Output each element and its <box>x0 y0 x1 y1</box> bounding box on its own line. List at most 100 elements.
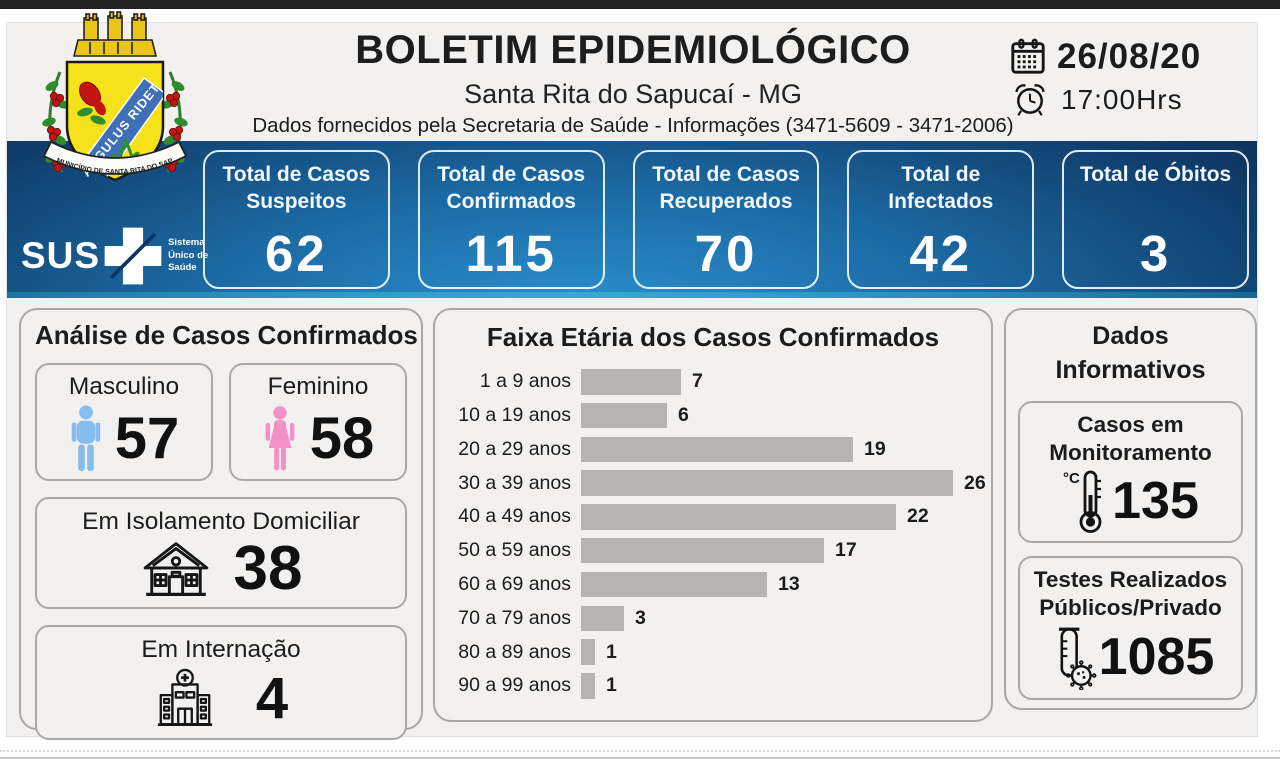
calendar-icon <box>1009 38 1047 76</box>
chart-bar <box>581 605 624 632</box>
chart-value-label: 3 <box>635 606 646 629</box>
female-body: 58 <box>262 405 375 473</box>
sus-logo-subtitle: Sistema Único de Saúde <box>168 237 209 274</box>
chart-bar-track: 7 <box>581 369 975 395</box>
male-label: Masculino <box>68 373 180 400</box>
report-date: 26/08/20 <box>1057 37 1202 76</box>
female-label: Feminino <box>267 373 369 400</box>
tests-label: Testes Realizados Públicos/Privado <box>1033 566 1228 620</box>
report-time: 17:00Hrs <box>1061 84 1183 115</box>
chart-bar-track: 1 <box>581 639 975 665</box>
informative-title: Dados Informativos <box>1055 322 1206 384</box>
chart-value-label: 22 <box>907 505 929 528</box>
chart-bar-track: 19 <box>581 436 975 463</box>
chart-bar <box>581 537 824 564</box>
chart-category-label: 60 a 69 anos <box>458 573 571 596</box>
chart-category-label: 50 a 59 anos <box>458 539 571 562</box>
chart-value-label: 1 <box>606 674 617 697</box>
hospital-icon <box>154 668 216 730</box>
chart-value-label: 1 <box>606 640 617 663</box>
chart-bar-track: 3 <box>581 605 975 632</box>
chart-bar <box>581 402 667 429</box>
bottom-border <box>0 757 1280 759</box>
stat-value: 3 <box>1139 225 1172 282</box>
isolation-body: 38 <box>140 537 302 601</box>
female-icon <box>262 405 298 473</box>
chart-category-label: 1 a 9 anos <box>479 370 571 393</box>
chart-row: 80 a 89 anos 1 <box>451 639 975 665</box>
house-icon <box>140 537 212 601</box>
chart-row: 50 a 59 anos 17 <box>451 537 975 564</box>
test-tube-icon <box>1047 624 1097 690</box>
chart-category-label: 40 a 49 anos <box>458 505 571 528</box>
top-border <box>0 0 1280 9</box>
chart-value-label: 19 <box>864 437 886 460</box>
gender-row: Masculino <box>35 363 407 481</box>
chart-bar <box>581 673 595 699</box>
sus-logo-text: SUS <box>21 235 101 276</box>
summary-stat-card: Total de Casos Recuperados 70 <box>632 150 820 289</box>
alarm-clock-icon <box>1012 82 1048 118</box>
summary-stat-card: Total de Casos Confirmados 115 <box>417 150 605 289</box>
sus-logo: SUS Sistema Único de Saúde <box>21 224 218 288</box>
main-content: Análise de Casos Confirmados Masculino <box>7 298 1257 740</box>
chart-row: 40 a 49 anos 22 <box>451 504 975 530</box>
male-body: 57 <box>69 405 179 473</box>
monitoring-body: °C 135 <box>1062 469 1199 533</box>
female-card: Feminino <box>229 363 407 481</box>
chart-bar <box>581 504 896 530</box>
stat-label: Total de Infectados <box>888 163 994 214</box>
datetime-block: 26/08/20 17:00Hrs <box>1009 37 1247 118</box>
thermometer-unit: °C <box>1063 470 1080 487</box>
summary-stat-card: Total de Casos Suspeitos 62 <box>203 150 390 289</box>
stat-label: Total de Óbitos <box>1079 163 1232 186</box>
monitoring-value: 135 <box>1112 471 1199 530</box>
chart-value-label: 13 <box>778 573 800 596</box>
coat-ribbon <box>42 140 188 175</box>
chart-value-label: 7 <box>692 370 703 393</box>
chart-row: 70 a 79 anos 3 <box>451 605 975 632</box>
chart-bar-track: 1 <box>581 673 975 699</box>
monitoring-label: Casos em Monitoramento <box>1049 411 1212 465</box>
monitoring-card: Casos em Monitoramento °C <box>1018 400 1243 543</box>
chart-rows: 1 a 9 anos 7 10 a 19 anos 6 20 a 29 anos… <box>451 369 986 699</box>
chart-bar-track: 22 <box>581 504 975 530</box>
summary-banner: SUS Sistema Único de Saúde Total de Caso… <box>7 141 1257 298</box>
chart-category-label: 10 a 19 anos <box>458 404 571 427</box>
hospitalization-body: 4 <box>154 668 288 730</box>
chart-category-label: 20 a 29 anos <box>458 437 571 460</box>
chart-category-label: 30 a 39 anos <box>458 471 571 494</box>
chart-category-label: 80 a 89 anos <box>458 640 571 663</box>
isolation-card: Em Isolamento Domiciliar <box>35 496 407 610</box>
chart-category-label: 70 a 79 anos <box>458 606 571 629</box>
summary-stat-card: Total de Infectados 42 <box>847 150 1035 289</box>
mural-crown <box>72 11 158 57</box>
bottom-dotted-line <box>0 750 1280 752</box>
chart-bar-track: 6 <box>581 402 975 429</box>
chart-value-label: 17 <box>835 539 857 562</box>
chart-value-label: 6 <box>678 404 689 427</box>
isolation-label: Em Isolamento Domiciliar <box>82 507 360 535</box>
page-title: BOLETIM EPIDEMIOLÓGICO <box>355 28 911 72</box>
city-subtitle: Santa Rita do Sapucaí - MG <box>464 79 802 109</box>
chart-bar <box>581 436 853 463</box>
header-center: BOLETIM EPIDEMIOLÓGICO Santa Rita do Sap… <box>203 29 1063 138</box>
info-line: Dados fornecidos pela Secretaria de Saúd… <box>252 114 1014 137</box>
stat-value: 42 <box>909 225 973 282</box>
female-value: 58 <box>309 405 375 471</box>
chart-bar <box>581 470 953 496</box>
stat-value: 70 <box>694 225 758 282</box>
stat-value: 115 <box>465 225 557 282</box>
chart-value-label: 26 <box>964 471 986 494</box>
analysis-title: Análise de Casos Confirmados <box>35 320 418 350</box>
chart-bar-track: 26 <box>581 470 986 496</box>
header: BOLETIM EPIDEMIOLÓGICO Santa Rita do Sap… <box>7 23 1257 141</box>
age-chart-panel: Faixa Etária dos Casos Confirmados 1 a 9… <box>433 308 993 722</box>
summary-cards-row: Total de Casos Suspeitos 62 Total de Cas… <box>203 150 1249 289</box>
chart-bar-track: 13 <box>581 571 975 598</box>
date-row: 26/08/20 <box>1009 37 1247 77</box>
analysis-panel: Análise de Casos Confirmados Masculino <box>19 308 423 740</box>
tests-card: Testes Realizados Públicos/Privado <box>1018 555 1243 700</box>
tests-value: 1085 <box>1098 628 1215 686</box>
